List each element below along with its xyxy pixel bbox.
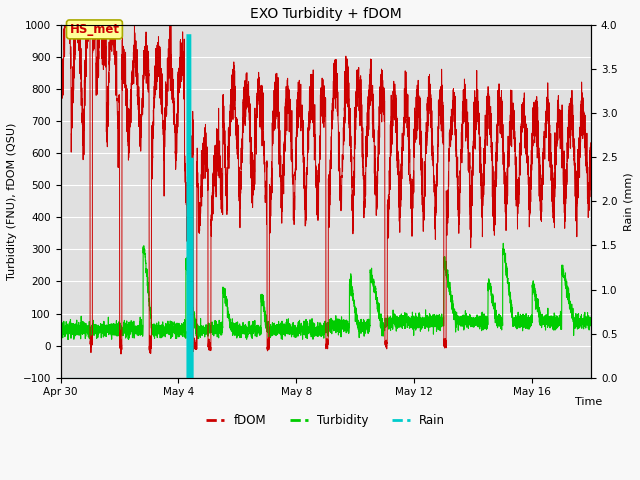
Title: EXO Turbidity + fDOM: EXO Turbidity + fDOM [250,7,402,21]
Y-axis label: Rain (mm): Rain (mm) [623,172,633,230]
Y-axis label: Turbidity (FNU), fDOM (QSU): Turbidity (FNU), fDOM (QSU) [7,122,17,280]
Legend: fDOM, Turbidity, Rain: fDOM, Turbidity, Rain [202,409,450,432]
Text: HS_met: HS_met [69,23,120,36]
X-axis label: Time: Time [575,397,602,407]
